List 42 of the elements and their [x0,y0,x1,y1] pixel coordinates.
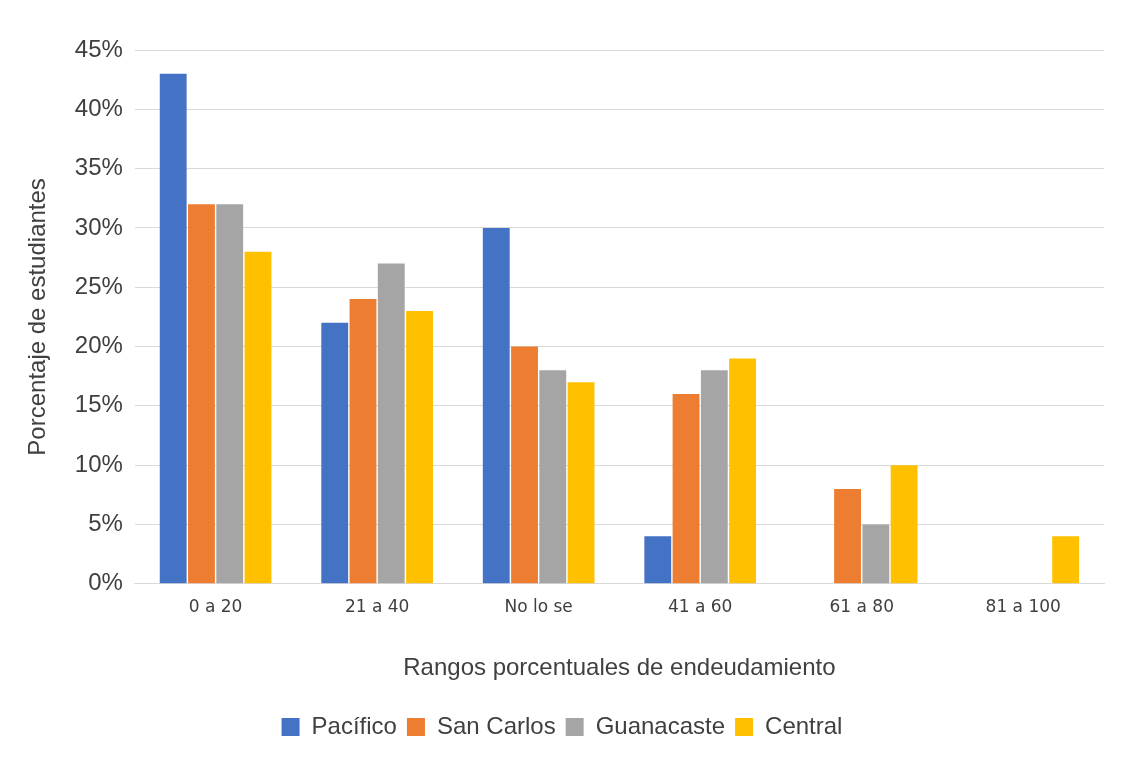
legend-label: Guanacaste [595,711,726,739]
x-tick-label: 21 a 40 [344,596,410,617]
bar [729,358,757,584]
x-tick-label: 61 a 80 [829,596,894,617]
bar [511,346,538,584]
bar [567,382,595,584]
y-tick-label: 45% [74,34,123,62]
y-axis-title: Porcentaje de estudiantes [23,178,51,456]
bar [244,251,272,584]
bar [890,465,918,584]
bar [188,204,215,584]
y-tick-label: 0% [88,568,123,596]
x-tick-label: No lo se [504,596,573,617]
y-tick-label: 25% [74,271,123,299]
bar [644,536,672,584]
bar [700,370,728,584]
bar [672,394,700,584]
x-axis-title: Rangos porcentuales de endeudamiento [403,653,836,681]
bar [159,73,187,584]
bar [349,299,377,584]
y-tick-label: 20% [74,331,123,359]
bar [321,322,349,584]
bar [482,227,510,584]
y-tick-label: 15% [74,390,123,418]
bar [1052,536,1080,584]
legend-label: San Carlos [436,711,556,739]
y-tick-label: 30% [74,212,123,240]
y-tick-label: 40% [74,93,123,121]
x-tick-label: 41 a 60 [667,596,733,617]
y-tick-label: 10% [74,449,123,477]
x-tick-label: 81 a 100 [985,596,1061,617]
bar [377,263,405,584]
y-tick-label: 5% [88,509,123,537]
bar [539,370,567,584]
bar [862,524,890,584]
y-tick-label: 35% [74,153,123,181]
bar [834,488,861,584]
x-tick-label: 0 a 20 [188,596,243,617]
legend-label: Central [765,711,843,739]
legend-label: Pacífico [311,711,397,739]
bar [216,204,244,584]
bar [406,310,433,584]
